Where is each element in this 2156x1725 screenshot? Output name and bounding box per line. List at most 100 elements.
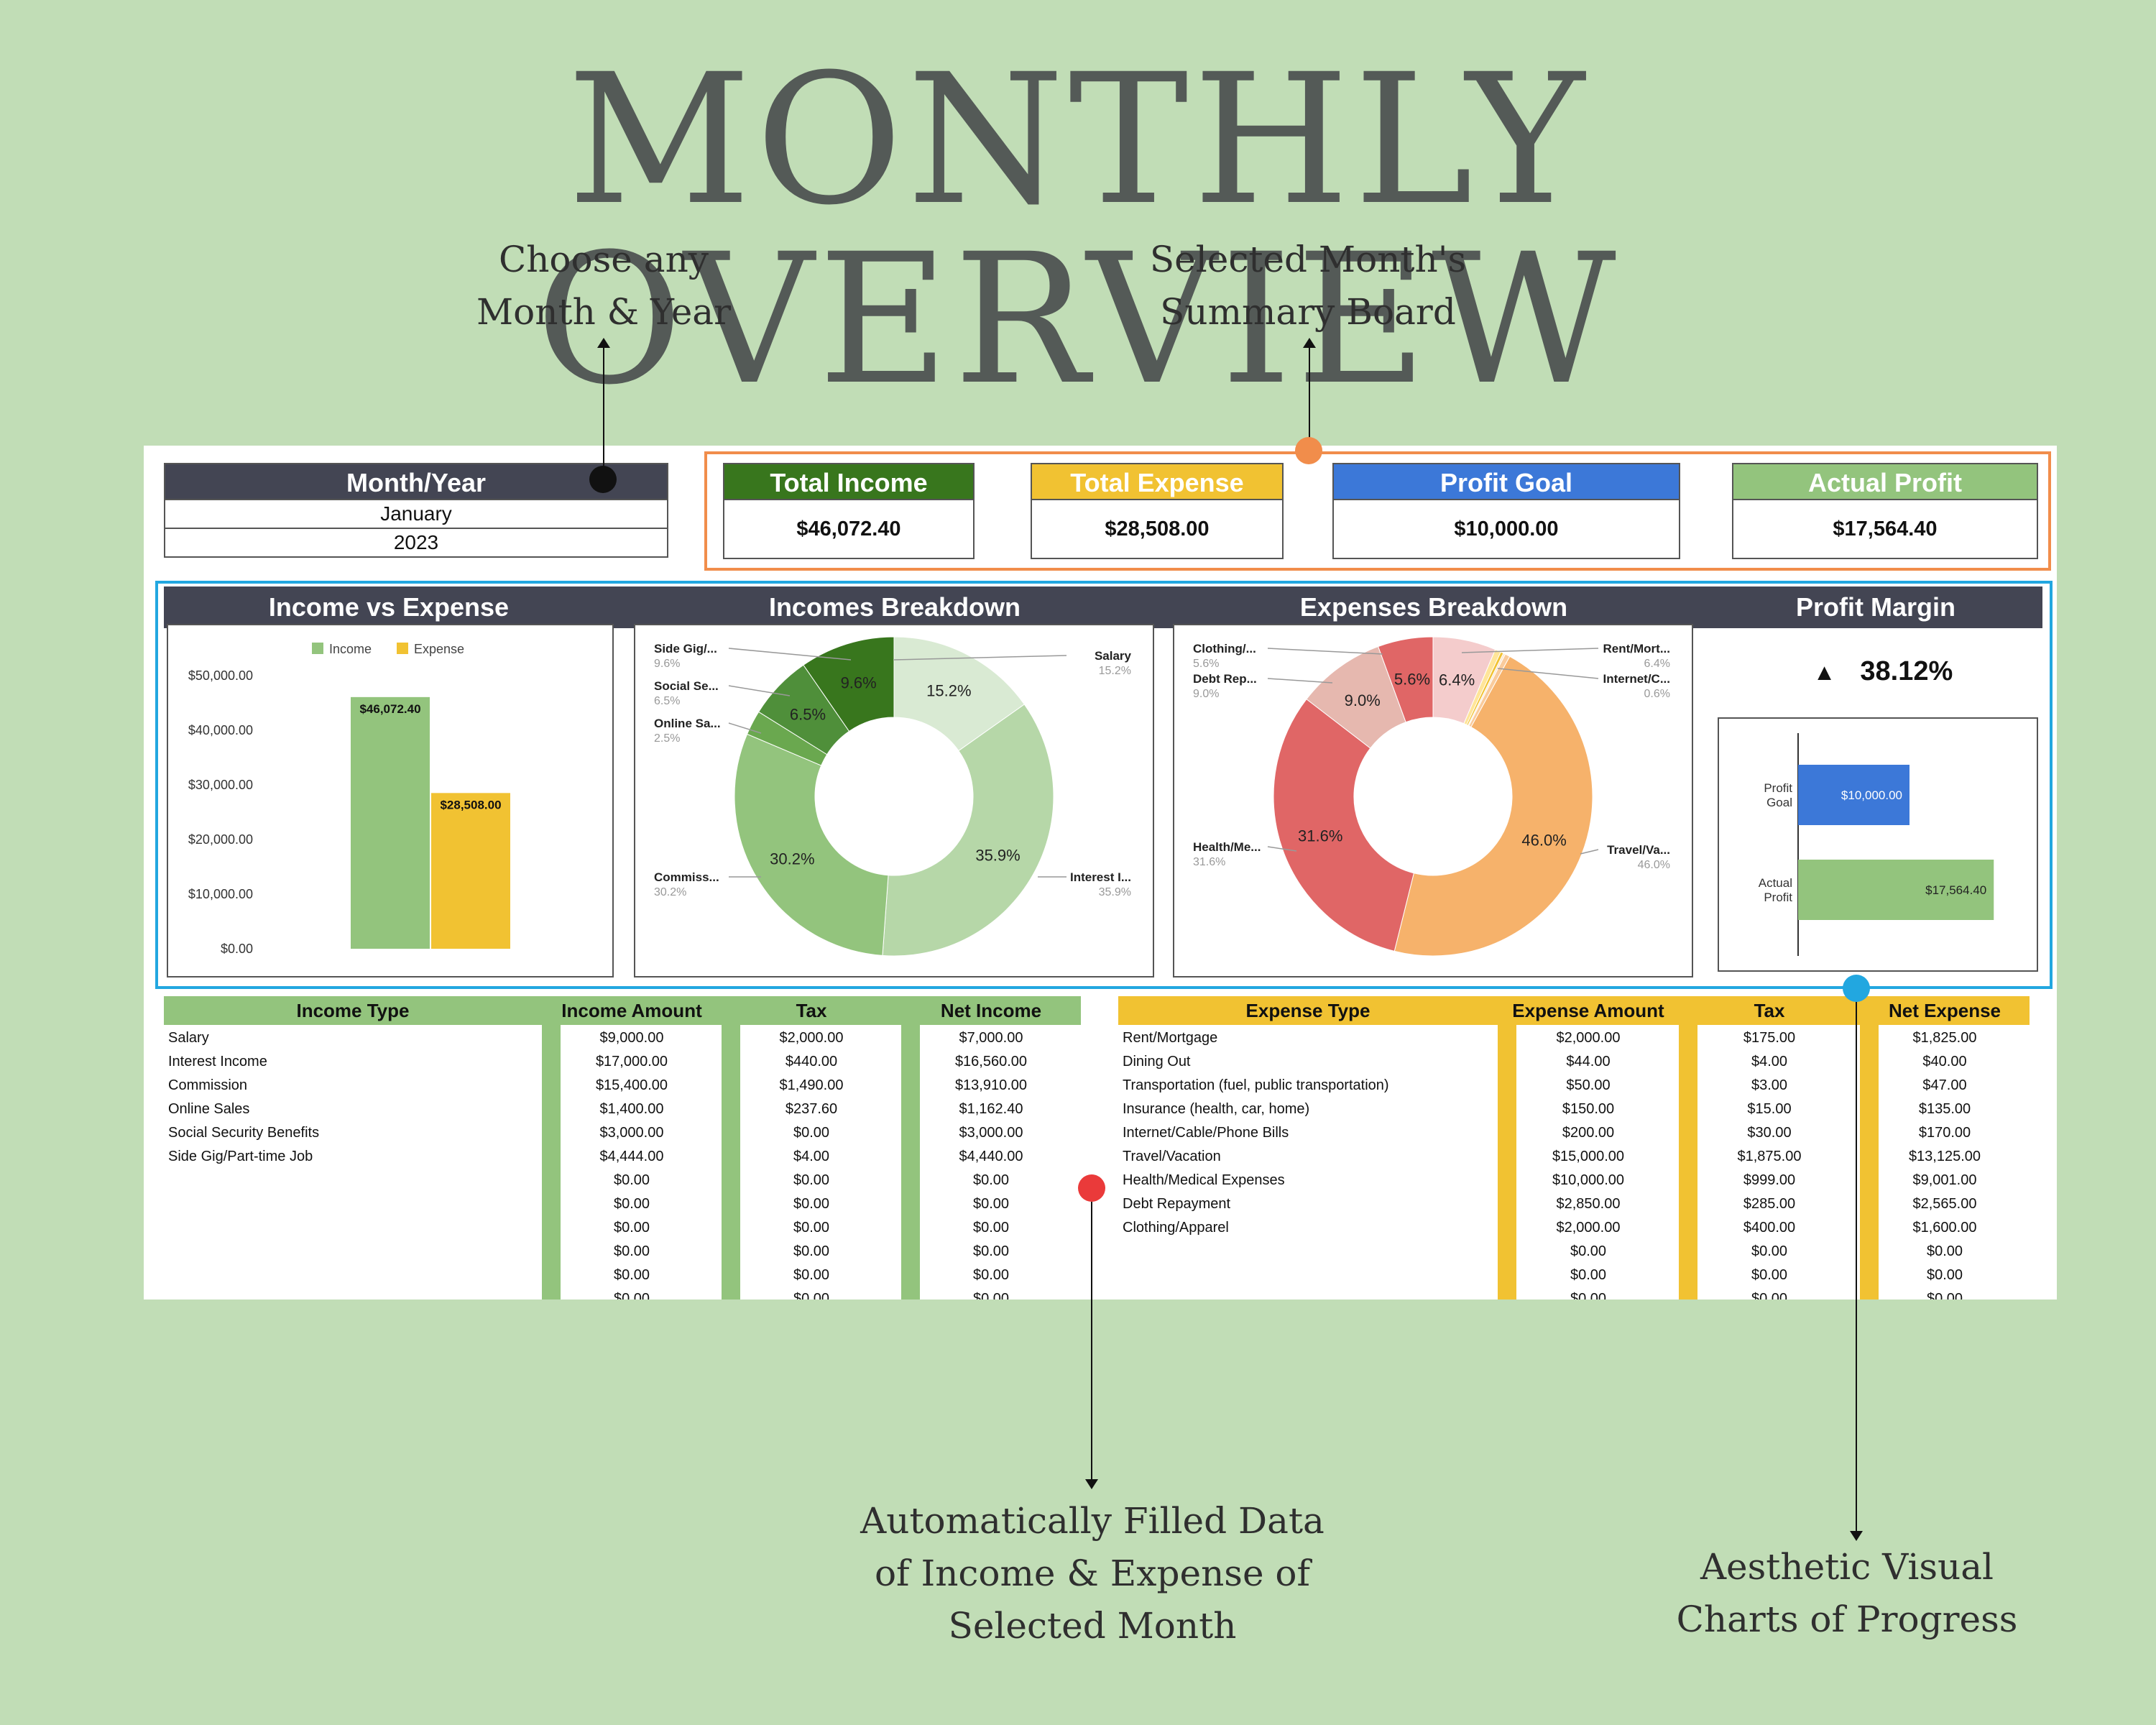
table-cell: $16,560.00 [954,1054,1028,1070]
y-tick-label: $20,000.00 [188,832,253,847]
table-cell: $15,400.00 [595,1077,668,1093]
callout-pct: 0.6% [1644,688,1670,700]
table-cell: $30.00 [1747,1125,1792,1141]
table-cell: Commission [168,1077,248,1093]
slice-label: 35.9% [975,847,1020,865]
annotation-visual-charts: Aesthetic Visual Charts of Progress [1617,1541,2077,1646]
expenses-breakdown-chart: 6.4% 46.0% 31.6% 9.0% 5.6% Rent/Mort... 6.4% In… [1173,624,1693,978]
table-cell: $0.00 [1751,1291,1788,1300]
callout-name: Internet/C... [1603,672,1670,686]
income-table: Income Type Income Amount Tax Net Income Sal… [164,996,1227,1300]
table-cell: $2,000.00 [779,1030,844,1046]
callout-line [1267,648,1383,655]
profit-margin-readout: ▲ 38.12% [1797,650,1969,693]
annotation-line: of Income & Expense of [874,1552,1311,1594]
slice-label: 6.5% [790,705,826,723]
category-label: Profit [1764,781,1792,795]
table-cell: $0.00 [793,1220,830,1236]
table-cell: $0.00 [613,1267,650,1283]
table-cell: $13,910.00 [954,1077,1028,1093]
table-cell: Dining Out [1123,1054,1191,1070]
callout-pct: 30.2% [654,886,686,898]
table-header: Expense Amount [1498,996,1679,1025]
slice-label: 30.2% [770,850,814,868]
table-cell: Side Gig/Part-time Job [168,1149,313,1164]
table-cell: $1,400.00 [599,1101,664,1117]
table-cell: $1,490.00 [779,1077,844,1093]
total-income-header: Total Income [723,463,975,500]
profit-margin-value: 38.12% [1860,656,1953,686]
callout-name: Commiss... [654,870,719,884]
table-cell: Insurance (health, car, home) [1123,1101,1310,1117]
table-cell: $7,000.00 [959,1030,1023,1046]
callout-line [728,648,852,661]
table-cell: $15.00 [1747,1101,1792,1117]
table-cell: $0.00 [793,1172,830,1188]
bar-data-label: $17,564.40 [1925,883,1986,897]
table-header: Expense Type [1118,996,1498,1025]
table-cell: $135.00 [1918,1101,1971,1117]
callout-name: Clothing/... [1193,642,1256,656]
marker-dot [1078,1174,1105,1202]
legend-label: Expense [414,642,464,656]
table-cell: $0.00 [793,1243,830,1259]
table-cell: $50.00 [1566,1077,1611,1093]
column-separator [1679,1025,1697,1300]
table-cell: $175.00 [1743,1030,1796,1046]
legend-swatch [397,643,408,654]
y-tick-label: $0.00 [221,942,253,956]
table-cell: $15,000.00 [1552,1149,1625,1164]
table-cell: $0.00 [1570,1267,1607,1283]
callout-pct: 46.0% [1638,859,1670,871]
table-cell: $44.00 [1566,1054,1611,1070]
table-cell: $0.00 [613,1196,650,1212]
table-header: Income Amount [542,996,722,1025]
callout-line [1580,849,1599,855]
table-cell: $1,600.00 [1912,1220,1977,1236]
marker-dot [1843,975,1870,1002]
callout-line [1267,846,1297,852]
table-cell: $9,000.00 [599,1030,664,1046]
bar-data-label: $28,508.00 [440,798,501,811]
table-cell: $0.00 [793,1291,830,1300]
table-header: Tax [722,996,901,1025]
table-cell: $4,440.00 [959,1149,1023,1164]
table-cell [1123,1287,1502,1300]
table-cell [1123,1240,1502,1264]
table-cell [168,1240,546,1264]
table-cell: $0.00 [1926,1291,1963,1300]
actual-profit-value: $17,564.40 [1732,499,2038,559]
column-separator [722,1025,740,1300]
callout-line [728,722,762,734]
table-cell: $2,000.00 [1556,1030,1621,1046]
category-label: Goal [1766,796,1792,809]
table-cell: Internet/Cable/Phone Bills [1123,1125,1289,1141]
page-title: MONTHLY OVERVIEW [535,35,1621,424]
total-income-value: $46,072.40 [723,499,975,559]
annotation-choose-month: Choose any Month & Year [446,234,762,339]
slice-label: 15.2% [926,682,971,700]
table-cell: Interest Income [168,1054,267,1070]
annotation-line: Summary Board [1160,291,1456,333]
table-cell: Social Security Benefits [168,1125,320,1141]
table-cell: $9,001.00 [1912,1172,1977,1188]
callout-pct: 15.2% [1099,665,1131,677]
profit-bars-svg: ProfitGoal$10,000.00ActualProfit$17,564.… [1759,733,1994,956]
callout-line [1267,678,1333,684]
arrow-down-icon [1850,1531,1863,1541]
callout-line [728,685,791,696]
table-cell: $0.00 [1570,1243,1607,1259]
year-select[interactable]: 2023 [164,528,668,558]
y-tick-label: $30,000.00 [188,778,253,792]
table-cell: $40.00 [1922,1054,1967,1070]
month-select[interactable]: January [164,499,668,529]
bar-expense [431,793,510,949]
annotation-line: Month & Year [476,291,732,333]
expenses-breakdown-title: Expenses Breakdown [1299,592,1568,622]
income-vs-expense-chart: $0.00 $10,000.00 $20,000.00 $30,000.00 $40,0… [167,624,614,978]
table-header: Income Type [164,996,542,1025]
table-cell: $999.00 [1743,1172,1796,1188]
table-cell: $237.60 [785,1101,838,1117]
callout-name: Rent/Mort... [1603,642,1671,656]
profit-margin-chart: Profit Goal $10,000.00 Actual Profit $17,564.… [1718,717,2038,972]
